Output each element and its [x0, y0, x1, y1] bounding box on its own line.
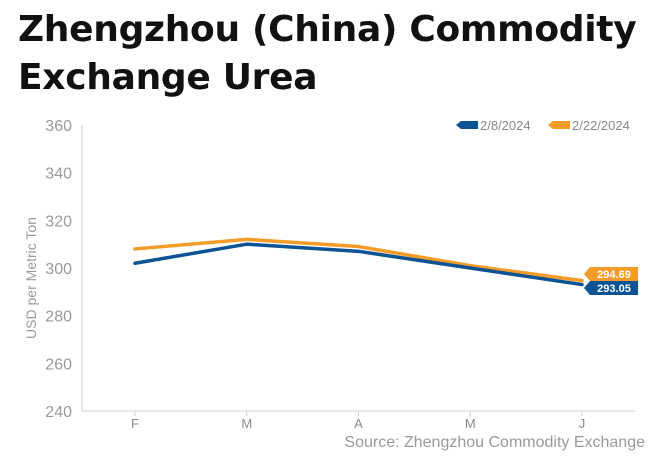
y-tick-label: 240 — [45, 404, 72, 421]
x-tick-label: M — [241, 416, 252, 431]
legend-swatch-1 — [456, 121, 478, 129]
chart-title: Zhengzhou (China) Commodity Exchange Ure… — [18, 9, 637, 98]
y-tick-label: 320 — [45, 213, 72, 230]
y-tick-label: 300 — [45, 261, 72, 278]
x-tick-label: F — [131, 416, 139, 431]
series-line-2 — [133, 237, 584, 283]
y-axis-label: USD per Metric Ton — [23, 217, 39, 339]
legend-label-1: 2/8/2024 — [480, 118, 531, 133]
y-tick-label: 280 — [45, 309, 72, 326]
x-tick-label: A — [354, 416, 363, 431]
x-tick-label: J — [579, 416, 586, 431]
legend: 2/8/2024 2/22/2024 — [456, 118, 630, 133]
y-axis: 240 260 280 300 320 340 360 — [45, 118, 83, 421]
end-label-tag-2 — [584, 267, 638, 281]
end-value-label-2: 294.69 — [597, 269, 631, 281]
end-label-tag-1 — [584, 281, 638, 295]
y-tick-label: 340 — [45, 166, 72, 183]
series-layer: 294.69 293.05 — [133, 237, 638, 295]
end-value-label-1: 293.05 — [597, 283, 631, 295]
x-tick-label: M — [465, 416, 476, 431]
legend-swatch-2 — [548, 121, 570, 129]
legend-label-2: 2/22/2024 — [572, 118, 630, 133]
y-tick-label: 360 — [45, 118, 72, 135]
y-tick-label: 260 — [45, 356, 72, 373]
series-line-1 — [133, 242, 584, 287]
source-note: Source: Zhengzhou Commodity Exchange — [344, 434, 645, 451]
